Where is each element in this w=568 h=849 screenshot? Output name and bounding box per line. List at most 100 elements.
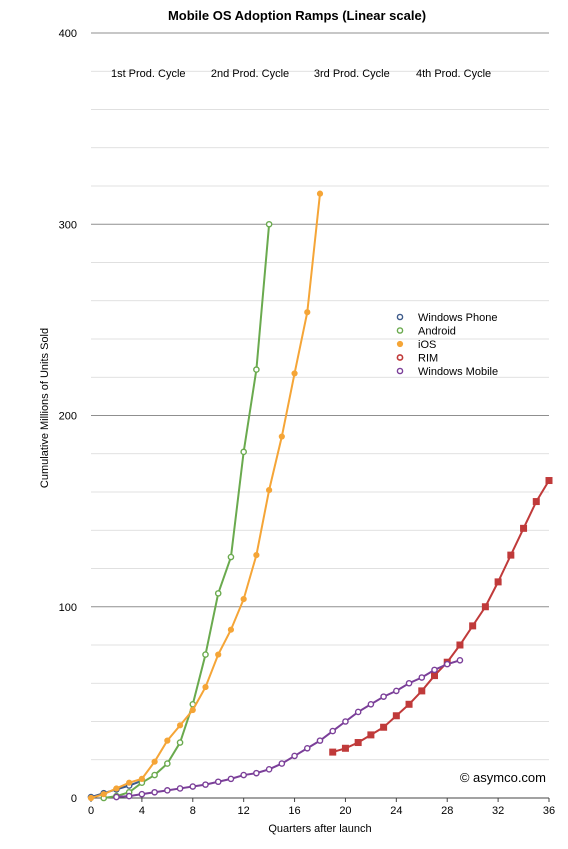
data-point — [393, 687, 400, 695]
legend-item-rim: RIM — [396, 353, 438, 365]
data-point — [240, 771, 247, 779]
data-point — [456, 657, 464, 664]
data-point — [164, 787, 171, 794]
legend-label: RIM — [418, 353, 438, 365]
x-tick-label: 32 — [492, 805, 504, 817]
y-tick-label: 200 — [59, 411, 77, 423]
series-line-rim — [332, 480, 550, 754]
legend-item-android: Android — [396, 326, 456, 338]
data-point — [456, 641, 464, 649]
data-point — [176, 739, 184, 746]
data-point — [418, 687, 426, 695]
legend-item-ios: iOS — [396, 339, 436, 351]
data-point — [151, 758, 158, 765]
data-point — [341, 744, 349, 752]
data-point — [354, 739, 362, 747]
legend-marker — [396, 340, 404, 348]
data-point — [265, 220, 273, 228]
data-point — [126, 779, 133, 786]
series-line-windows-mobile — [116, 659, 461, 799]
data-point — [380, 693, 387, 700]
data-point — [189, 783, 197, 790]
data-point — [164, 737, 171, 744]
x-axis-label: Quarters after launch — [268, 823, 371, 835]
data-point — [316, 190, 324, 197]
data-point — [418, 674, 426, 681]
data-point — [214, 590, 222, 597]
data-point — [354, 708, 362, 716]
data-point — [532, 498, 540, 506]
legend-marker — [396, 313, 404, 321]
legend-marker — [396, 367, 404, 375]
data-point — [303, 744, 311, 752]
x-tick-label: 8 — [190, 805, 196, 817]
legend-item-windows-mobile: Windows Mobile — [396, 366, 498, 378]
series-ios — [87, 190, 324, 802]
data-point — [202, 683, 209, 691]
axes: 0 100 200 300 400 0 4 8 12 16 20 24 28 32 36 — [59, 28, 555, 817]
data-point — [240, 596, 247, 603]
legend-label: iOS — [418, 339, 436, 351]
data-point — [87, 794, 95, 802]
data-point — [164, 760, 171, 767]
y-axis-label: Cumulative Millions of Units Sold — [39, 328, 51, 488]
data-point — [151, 788, 158, 796]
data-point — [507, 551, 515, 559]
x-tick-label: 12 — [238, 805, 250, 817]
data-point — [176, 785, 184, 792]
data-point — [481, 603, 489, 611]
data-point — [380, 723, 388, 731]
x-tick-label: 20 — [339, 805, 351, 817]
data-point — [202, 651, 209, 658]
data-point — [176, 722, 184, 729]
data-point — [100, 791, 107, 798]
data-point — [431, 672, 438, 680]
data-point — [342, 718, 349, 725]
data-point — [545, 477, 553, 485]
x-tick-label: 16 — [288, 805, 300, 817]
data-point — [443, 660, 451, 668]
data-point — [227, 553, 235, 561]
legend-label: Windows Mobile — [418, 366, 498, 378]
legend-marker — [396, 354, 404, 361]
data-point — [113, 793, 120, 801]
x-tick-label: 4 — [139, 805, 145, 817]
x-tick-label: 36 — [543, 805, 555, 817]
series-group — [87, 190, 553, 802]
series-rim — [329, 477, 553, 756]
credit-label: © asymco.com — [460, 770, 546, 785]
data-point — [214, 778, 222, 786]
data-point — [253, 769, 260, 777]
data-point — [138, 790, 146, 798]
series-line-ios — [90, 193, 321, 799]
data-point — [431, 666, 438, 674]
data-point — [202, 781, 209, 788]
series-android — [100, 220, 273, 802]
cycle-label: 1st Prod. Cycle — [111, 68, 186, 80]
data-point — [520, 524, 528, 532]
cycle-label: 4th Prod. Cycle — [416, 68, 491, 80]
data-point — [215, 651, 222, 658]
legend-label: Android — [418, 326, 456, 338]
x-tick-label: 0 — [88, 805, 94, 817]
data-point — [367, 700, 375, 708]
data-point — [138, 775, 145, 782]
data-point — [405, 700, 413, 708]
data-point — [113, 785, 120, 792]
data-point — [253, 366, 260, 373]
data-point — [265, 766, 273, 773]
data-point — [304, 309, 311, 316]
legend-marker — [396, 327, 404, 334]
data-point — [494, 578, 502, 586]
y-tick-label: 300 — [59, 219, 77, 231]
cycle-labels: 1st Prod. Cycle 2nd Prod. Cycle 3rd Prod. … — [111, 68, 491, 80]
data-point — [189, 706, 196, 714]
data-point — [291, 370, 298, 377]
data-point — [367, 731, 375, 739]
data-point — [405, 679, 413, 687]
data-point — [316, 737, 324, 744]
data-point — [227, 775, 235, 783]
x-tick-label: 28 — [441, 805, 453, 817]
